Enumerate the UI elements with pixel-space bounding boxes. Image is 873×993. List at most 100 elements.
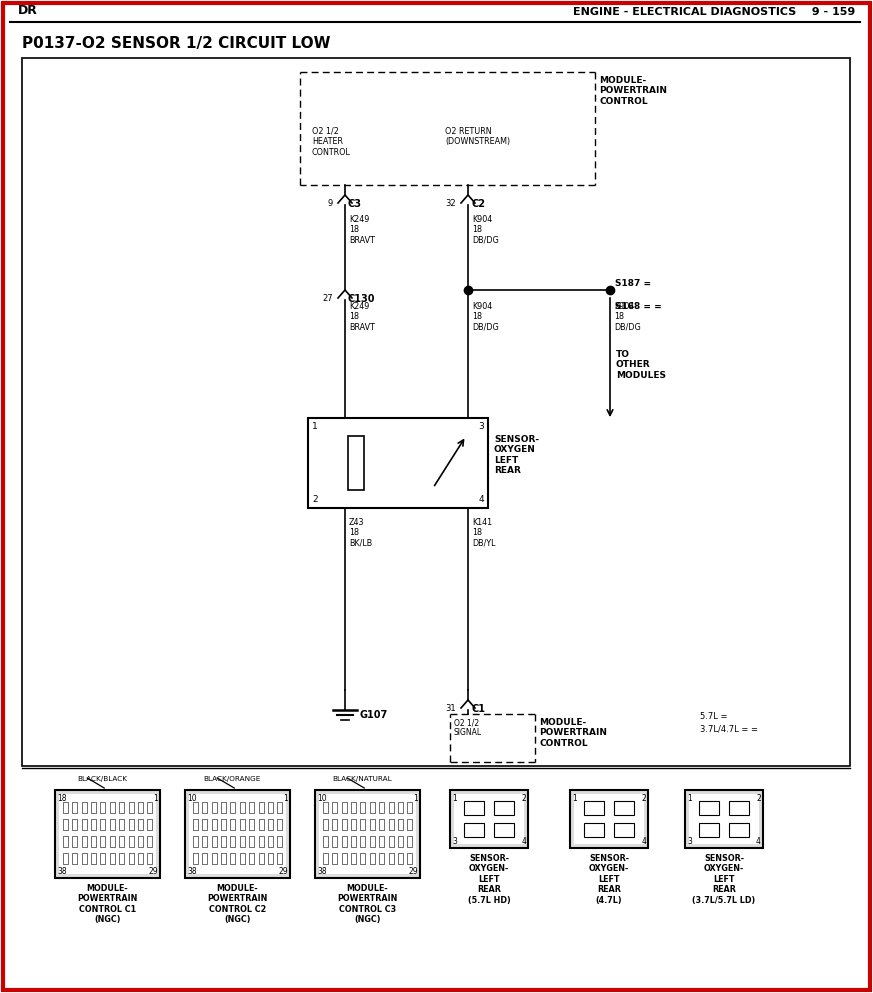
Bar (120, 819, 124, 830)
Text: S168 = =: S168 = = (615, 302, 662, 311)
Bar (240, 836, 244, 847)
Bar (614, 801, 634, 815)
Text: C1: C1 (471, 704, 485, 714)
Bar (408, 836, 412, 847)
Bar (258, 819, 264, 830)
Bar (699, 801, 719, 815)
Bar (341, 802, 347, 813)
Bar (22, 58, 850, 766)
Bar (398, 853, 403, 864)
Bar (193, 819, 198, 830)
Bar (258, 802, 264, 813)
Bar (268, 819, 273, 830)
Bar (138, 853, 143, 864)
Bar (148, 836, 152, 847)
Bar (128, 853, 134, 864)
Bar (398, 802, 403, 813)
Bar (584, 801, 604, 815)
Text: C3: C3 (348, 199, 362, 209)
Bar (203, 819, 208, 830)
Bar (388, 853, 394, 864)
Text: 38: 38 (317, 867, 327, 876)
Bar (138, 802, 143, 813)
Text: O2 RETURN
(DOWNSTREAM): O2 RETURN (DOWNSTREAM) (445, 127, 510, 146)
Bar (333, 802, 337, 813)
Bar (388, 802, 394, 813)
Text: K904
18
DB/DG: K904 18 DB/DG (614, 302, 641, 332)
Text: 29: 29 (148, 867, 158, 876)
Bar (221, 853, 226, 864)
Bar (278, 853, 282, 864)
Bar (268, 802, 273, 813)
Bar (361, 802, 366, 813)
Text: 38: 38 (187, 867, 196, 876)
Text: 4: 4 (756, 837, 761, 846)
Text: SENSOR-
OXYGEN-
LEFT
REAR
(4.7L): SENSOR- OXYGEN- LEFT REAR (4.7L) (589, 854, 629, 905)
Text: 29: 29 (278, 867, 288, 876)
Text: 3.7L/4.7L = =: 3.7L/4.7L = = (700, 724, 758, 733)
Bar (100, 802, 106, 813)
Bar (408, 802, 412, 813)
Text: SENSOR-
OXYGEN-
LEFT
REAR
(5.7L HD): SENSOR- OXYGEN- LEFT REAR (5.7L HD) (468, 854, 511, 905)
Text: 3: 3 (452, 837, 457, 846)
Bar (278, 802, 282, 813)
Bar (59, 794, 156, 874)
Text: BLACK/ORANGE: BLACK/ORANGE (203, 776, 261, 782)
Bar (138, 836, 143, 847)
Bar (82, 836, 86, 847)
Bar (464, 822, 484, 837)
Text: Z43
18
BK/LB: Z43 18 BK/LB (349, 518, 372, 548)
Bar (319, 794, 416, 874)
Bar (398, 819, 403, 830)
Text: 9: 9 (327, 199, 333, 208)
Bar (351, 819, 356, 830)
Bar (230, 836, 236, 847)
Bar (128, 819, 134, 830)
Bar (494, 801, 514, 815)
Bar (63, 819, 68, 830)
Text: K249
18
BRAVT: K249 18 BRAVT (349, 302, 375, 332)
Bar (379, 802, 384, 813)
Text: MODULE-
POWERTRAIN
CONTROL C3
(NGC): MODULE- POWERTRAIN CONTROL C3 (NGC) (337, 884, 398, 924)
Text: 1: 1 (572, 794, 577, 803)
Bar (464, 801, 484, 815)
Bar (333, 819, 337, 830)
Bar (212, 819, 217, 830)
Text: TO
OTHER
MODULES: TO OTHER MODULES (616, 350, 666, 379)
Text: K904
18
DB/DG: K904 18 DB/DG (472, 215, 498, 245)
Bar (315, 790, 420, 878)
Bar (82, 802, 86, 813)
Bar (221, 836, 226, 847)
Text: 1: 1 (452, 794, 457, 803)
Text: BLACK/BLACK: BLACK/BLACK (77, 776, 127, 782)
Bar (258, 853, 264, 864)
Bar (258, 836, 264, 847)
Text: S187 =: S187 = (615, 279, 651, 288)
Bar (249, 819, 254, 830)
Bar (494, 822, 514, 837)
Bar (249, 853, 254, 864)
Bar (379, 836, 384, 847)
Text: MODULE-
POWERTRAIN
CONTROL C2
(NGC): MODULE- POWERTRAIN CONTROL C2 (NGC) (207, 884, 268, 924)
Bar (72, 819, 78, 830)
Bar (240, 802, 244, 813)
Text: 31: 31 (445, 704, 456, 713)
Bar (193, 853, 198, 864)
Text: 1: 1 (687, 794, 691, 803)
Bar (120, 853, 124, 864)
Bar (249, 836, 254, 847)
Text: SENSOR-
OXYGEN
LEFT
REAR: SENSOR- OXYGEN LEFT REAR (494, 435, 540, 475)
Bar (614, 822, 634, 837)
Bar (193, 802, 198, 813)
Text: G107: G107 (360, 710, 388, 720)
Bar (148, 819, 152, 830)
Bar (91, 819, 96, 830)
Bar (323, 802, 328, 813)
Text: P0137-O2 SENSOR 1/2 CIRCUIT LOW: P0137-O2 SENSOR 1/2 CIRCUIT LOW (22, 36, 331, 51)
Text: MODULE-
POWERTRAIN
CONTROL: MODULE- POWERTRAIN CONTROL (599, 76, 667, 106)
Text: O2 1/2
SIGNAL: O2 1/2 SIGNAL (454, 718, 482, 738)
Bar (361, 836, 366, 847)
Text: 5.7L =: 5.7L = (700, 712, 727, 721)
Bar (110, 802, 115, 813)
Bar (212, 853, 217, 864)
